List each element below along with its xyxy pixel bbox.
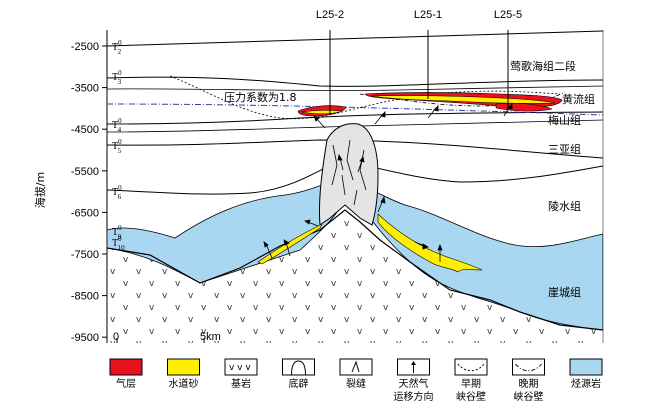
fracture-glyph: [351, 360, 360, 373]
svg-text:T05: T0 5: [112, 138, 122, 155]
formation-lingshui: 陵水组: [548, 199, 581, 213]
y-tick-label: -6500: [71, 207, 99, 219]
y-tick-label: -9500: [71, 332, 99, 344]
legend-swatch: [512, 358, 545, 376]
late-canyon-wall: [359, 91, 566, 107]
horizon-t3b: [107, 85, 603, 91]
scale-zero: 0: [113, 331, 119, 343]
formation-meishan: 梅山组: [548, 113, 581, 127]
legend-label: 基岩: [231, 377, 251, 390]
early-canyon-wall: [169, 75, 561, 120]
legend-label: 晚期: [519, 378, 539, 390]
formation-huangliu: 黄流组: [562, 92, 595, 106]
y-tick-label: -2500: [71, 41, 99, 53]
arrowhead-icon: [411, 361, 416, 365]
legend-swatch: [339, 358, 373, 376]
legend-label: 烃源岩: [571, 377, 601, 390]
scale-bar: [116, 338, 205, 343]
svg-text:T09: T0 9: [112, 224, 122, 241]
svg-text:T03: T0 3: [112, 69, 122, 86]
y-tick-label: -8500: [71, 291, 99, 303]
sand-body-left: [257, 223, 323, 265]
y-tick-label: -3500: [71, 83, 99, 95]
y-tick-label: -5500: [71, 166, 99, 178]
legend-swatch: [167, 358, 200, 376]
section-body: [107, 30, 603, 343]
sand-layer-l25-2: [301, 110, 343, 115]
y-axis-label: 海拔/m: [33, 172, 47, 208]
well-label-l25-5: L25-5: [494, 9, 522, 21]
legend-label-line2: 运移方向: [394, 390, 434, 403]
diapir-fractures: [331, 139, 367, 206]
horizon-t4: [107, 111, 603, 125]
migration-arrows: [263, 103, 513, 262]
legend-swatch: [569, 358, 603, 376]
well-label-l25-2: L25-2: [316, 9, 344, 21]
formation-labels: 莺歌海组二段 黄流组 梅山组 三亚组 陵水组 崖城组: [510, 59, 595, 299]
legend-swatch: [109, 358, 143, 376]
horizon-t3: [107, 76, 603, 87]
bedrock-glyph: v v v: [229, 363, 251, 373]
legend-label: 早期: [461, 378, 481, 390]
legend-label: 底辟: [289, 377, 309, 390]
gas-layer-l25-5: [495, 102, 553, 112]
late-canyon-glyph: [515, 363, 542, 372]
legend-item-sand: 水道砂: [167, 358, 200, 390]
legend-item-bedrock: v v v 基岩: [224, 358, 258, 390]
basement-top-line: [107, 209, 603, 331]
y-tick-label: -7500: [71, 249, 99, 261]
wells: [329, 30, 509, 115]
formation-yacheng: 崖城组: [548, 285, 581, 299]
legend-item-gas: 气层: [109, 358, 143, 390]
diapir-glyph: [291, 360, 306, 376]
horizon-t5: [107, 139, 603, 159]
svg-text:T02: T0 2: [112, 39, 122, 56]
legend-label: 气层: [116, 377, 136, 390]
legend-swatch: [224, 358, 258, 376]
formation-sanya: 三亚组: [548, 142, 581, 156]
legend-item-diapir: 底辟: [282, 358, 315, 390]
legend-label: 裂缝: [346, 377, 366, 390]
legend-label-line2: 峡谷壁: [514, 390, 544, 403]
svg-text:T04: T0 4: [112, 117, 122, 134]
scale-end: 5km: [200, 331, 221, 343]
legend-swatch: [454, 358, 488, 376]
well-label-l25-1: L25-1: [414, 9, 442, 21]
legend-label: 天然气: [399, 377, 429, 390]
horizon-labels: T0 2 T0 3 T0 4 T0 5 T0 6 T0 9 T0 10: [112, 39, 125, 252]
sand-layer-l25-1: [371, 95, 556, 104]
y-tick-label: -4500: [71, 124, 99, 136]
sand-body-right: [377, 213, 483, 273]
bedrock-body: [107, 210, 603, 343]
horizon-t2: [107, 30, 603, 47]
svg-text:T06: T0 6: [112, 184, 122, 201]
pressure-annotation: 压力系数为1.8: [224, 91, 297, 104]
legend-label: 水道砂: [169, 377, 199, 390]
legend-item-source-rock: 烃源岩: [569, 358, 603, 390]
formation-yinggehai-2: 莺歌海组二段: [510, 59, 576, 73]
y-axis: -2500 -3500 -4500 -5500 -6500 -7500 -8500 -9500…: [33, 30, 108, 344]
legend-label-line2: 峡谷壁: [456, 390, 486, 403]
legend-swatch: [282, 358, 315, 376]
diapir-body: [318, 123, 379, 226]
legend-item-fracture: 裂缝: [339, 358, 373, 390]
